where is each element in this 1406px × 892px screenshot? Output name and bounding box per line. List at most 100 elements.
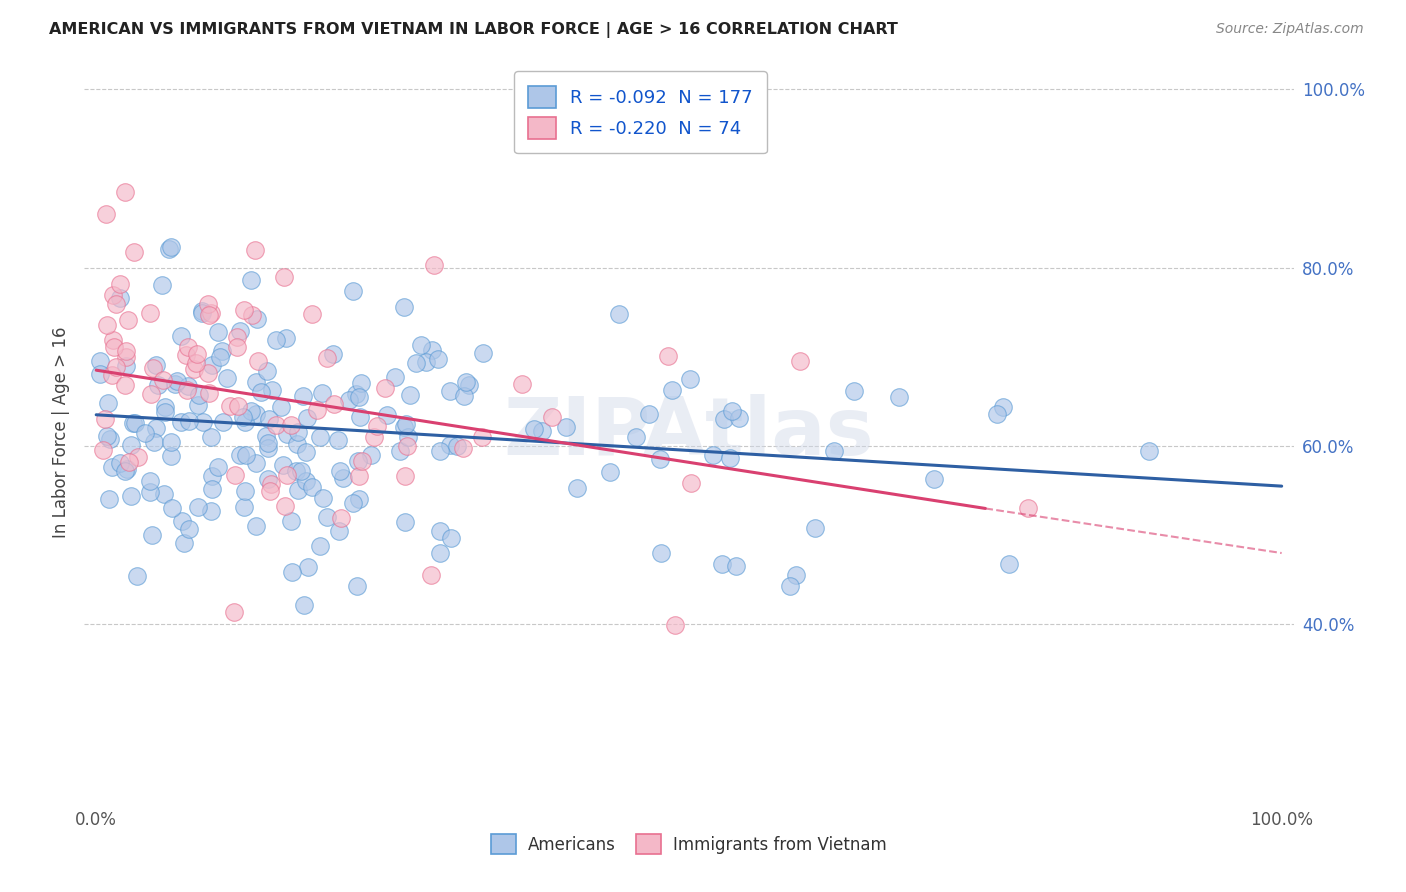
Point: [183, 362, 205, 376]
Point: [337, 393, 360, 408]
Point: [188, 388, 211, 402]
Point: [122, 416, 145, 430]
Point: [209, 350, 232, 364]
Point: [115, 359, 138, 373]
Point: [108, 456, 131, 470]
Point: [179, 523, 201, 537]
Point: [922, 473, 945, 487]
Point: [101, 287, 124, 301]
Point: [260, 477, 283, 491]
Point: [301, 480, 323, 494]
Point: [271, 458, 294, 473]
Point: [228, 448, 250, 462]
Point: [148, 378, 170, 392]
Point: [555, 420, 578, 434]
Point: [702, 448, 724, 462]
Point: [177, 378, 200, 392]
Point: [163, 377, 186, 392]
Point: [190, 304, 212, 318]
Point: [713, 412, 735, 426]
Point: [117, 313, 139, 327]
Point: [607, 307, 630, 321]
Point: [207, 325, 229, 339]
Point: [779, 579, 801, 593]
Point: [120, 438, 142, 452]
Point: [134, 426, 156, 441]
Point: [98, 432, 121, 446]
Point: [114, 350, 136, 364]
Point: [724, 559, 747, 574]
Point: [276, 427, 298, 442]
Point: [259, 483, 281, 498]
Point: [274, 499, 297, 513]
Point: [89, 354, 111, 368]
Point: [103, 334, 125, 348]
Point: [522, 422, 544, 436]
Point: [290, 464, 312, 478]
Point: [650, 546, 672, 560]
Point: [565, 481, 588, 495]
Point: [153, 487, 176, 501]
Point: [247, 354, 270, 368]
Point: [142, 360, 165, 375]
Point: [103, 340, 125, 354]
Point: [453, 388, 475, 402]
Point: [200, 504, 222, 518]
Point: [292, 598, 315, 612]
Point: [315, 509, 337, 524]
Point: [200, 306, 222, 320]
Point: [311, 386, 333, 401]
Point: [235, 448, 257, 462]
Point: [125, 568, 148, 582]
Point: [157, 243, 180, 257]
Point: [301, 307, 323, 321]
Point: [224, 605, 246, 619]
Point: [166, 374, 188, 388]
Point: [679, 475, 702, 490]
Point: [350, 376, 373, 390]
Point: [409, 337, 432, 351]
Point: [240, 308, 263, 322]
Point: [139, 306, 162, 320]
Point: [160, 501, 183, 516]
Point: [139, 474, 162, 488]
Point: [233, 484, 256, 499]
Point: [233, 500, 256, 514]
Point: [120, 489, 142, 503]
Point: [155, 400, 177, 414]
Point: [240, 273, 263, 287]
Point: [274, 331, 297, 345]
Point: [328, 524, 350, 538]
Point: [887, 390, 910, 404]
Point: [292, 389, 315, 403]
Point: [105, 297, 128, 311]
Legend: Americans, Immigrants from Vietnam: Americans, Immigrants from Vietnam: [485, 828, 893, 861]
Point: [439, 438, 461, 452]
Point: [117, 455, 139, 469]
Point: [657, 349, 679, 363]
Point: [285, 437, 308, 451]
Point: [270, 400, 292, 414]
Point: [191, 415, 214, 429]
Point: [823, 444, 845, 458]
Point: [229, 324, 252, 338]
Point: [510, 377, 533, 392]
Point: [648, 452, 671, 467]
Point: [89, 368, 111, 382]
Point: [347, 390, 370, 404]
Point: [451, 441, 474, 455]
Point: [664, 618, 686, 632]
Point: [114, 186, 136, 200]
Point: [101, 368, 124, 383]
Point: [174, 348, 197, 362]
Point: [396, 430, 419, 444]
Text: ZIPAtlas: ZIPAtlas: [503, 393, 875, 472]
Point: [711, 557, 734, 571]
Point: [439, 384, 461, 398]
Point: [233, 415, 256, 429]
Point: [297, 411, 319, 425]
Point: [226, 340, 249, 354]
Point: [91, 443, 114, 458]
Point: [285, 464, 308, 478]
Point: [150, 277, 173, 292]
